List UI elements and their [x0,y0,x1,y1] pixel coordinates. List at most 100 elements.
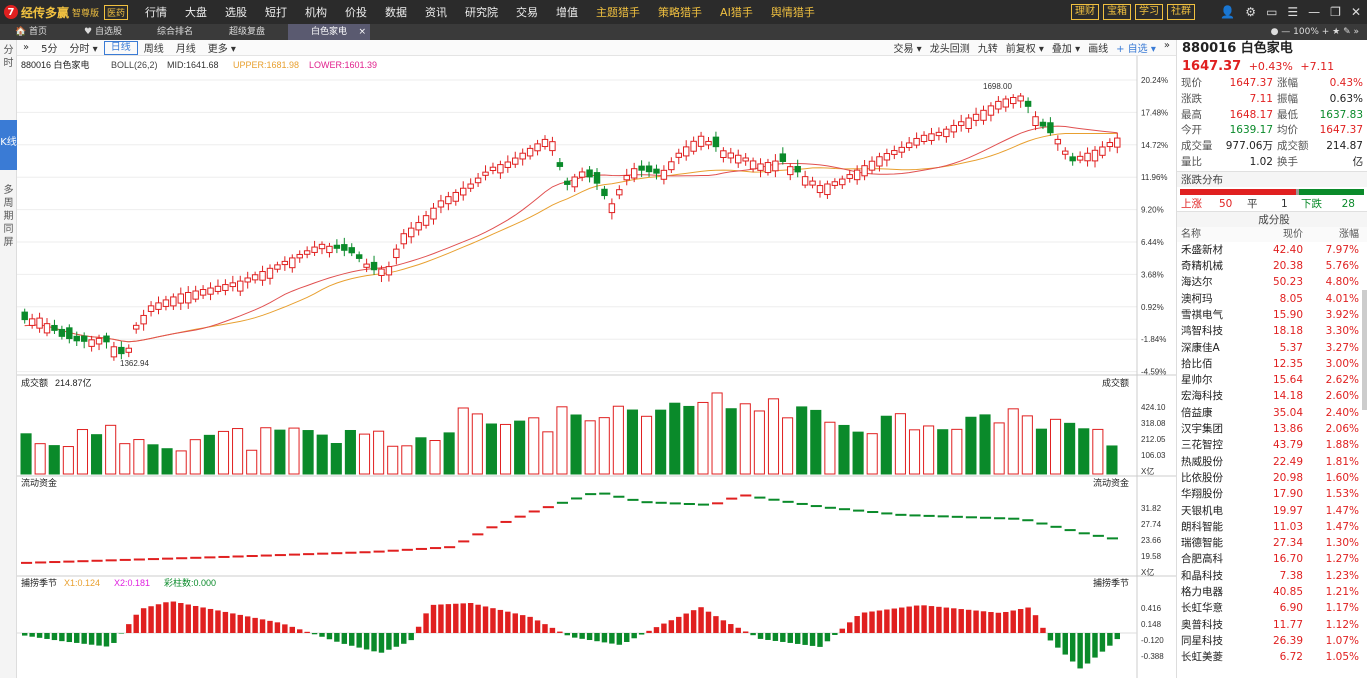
osc-bar [59,633,65,642]
chart-svg[interactable]: 880016 白色家电 BOLL(26,2) MID:1641.68 UPPER… [17,56,1176,678]
osc-bar [512,613,518,633]
zoom-control[interactable]: ● — 100% + ★ ✎ » [1270,27,1359,37]
list-item[interactable]: 长虹美菱 6.72 1.05% [1181,651,1359,664]
adjust-button[interactable]: 前复权 ▾ [1005,44,1044,55]
menu-item-11[interactable]: 主题猎手 [596,6,641,19]
menu-item-12[interactable]: 策略猎手 [658,6,703,19]
period-weekly[interactable]: 周线 [143,44,164,55]
top-button-0[interactable]: 理财 [1071,4,1099,20]
candle [653,168,660,174]
menu-item-6[interactable]: 数据 [385,6,408,19]
left-tab-kline[interactable]: K线 [0,120,17,170]
list-item[interactable]: 同星科技 26.39 1.07% [1181,634,1359,647]
list-item[interactable]: 天银机电 19.97 1.47% [1181,504,1359,517]
menu-item-14[interactable]: 舆情猎手 [770,6,815,19]
list-item[interactable]: 汉宇集团 13.86 2.06% [1181,423,1359,436]
left-tab-intraday[interactable]: 分时 [3,45,14,69]
top-button-1[interactable]: 宝箱 [1103,4,1131,20]
flow-mark [782,500,794,503]
list-item[interactable]: 格力电器 40.85 1.21% [1181,586,1359,599]
menu-icon[interactable]: ☰ [1287,5,1299,19]
menu-item-9[interactable]: 交易 [516,6,539,19]
add-watchlist-button[interactable]: + 自选 ▾ [1116,44,1156,55]
list-item[interactable]: 比依股份 20.98 1.60% [1181,471,1359,484]
list-item[interactable]: 华翔股份 17.90 1.53% [1181,488,1359,501]
restore-icon[interactable]: ❐ [1330,5,1341,19]
menu-item-1[interactable]: 大盘 [185,6,208,19]
volume-bar [76,429,89,475]
period-daily[interactable]: 日线 [103,40,138,55]
tab-close-icon[interactable]: × [358,27,366,37]
trade-button[interactable]: 交易 ▾ [893,44,922,55]
list-item[interactable]: 朗科智能 11.03 1.47% [1181,520,1359,533]
top-button-3[interactable]: 社群 [1167,4,1195,20]
list-item[interactable]: 合肥高科 16.70 1.27% [1181,553,1359,566]
period-monthly[interactable]: 月线 [175,44,196,55]
list-item[interactable]: 长虹华意 6.90 1.17% [1181,602,1359,615]
menu-item-7[interactable]: 资讯 [425,6,448,19]
list-item[interactable]: 海达尔 50.23 4.80% [1181,276,1359,289]
boll-mid-line [24,132,1118,343]
menu-item-3[interactable]: 短打 [265,6,288,19]
quote-panel: 880016 白色家电 1647.37 +0.43% +7.11 现价 1647.… [1176,40,1367,678]
list-item[interactable]: 星帅尔 15.64 2.62% [1181,374,1359,387]
candle [125,347,132,353]
list-item[interactable]: 瑞德智能 27.34 1.30% [1181,537,1359,550]
minimize-icon[interactable]: — [1308,5,1321,19]
flow-mark [881,512,893,515]
tab-white-goods[interactable]: 白色家电 × [288,24,370,40]
list-item[interactable]: 奥普科技 11.77 1.12% [1181,618,1359,631]
left-tab-multi-period[interactable]: 多周期同屏 [3,185,14,248]
menu-item-8[interactable]: 研究院 [465,6,499,19]
tab-home[interactable]: 🏠 首页 [14,27,48,37]
list-item[interactable]: 热威股份 22.49 1.81% [1181,455,1359,468]
menu-item-4[interactable]: 机构 [305,6,328,19]
overlay-button[interactable]: 叠加 ▾ [1051,44,1081,55]
tab-watchlist[interactable]: ♥ 自选股 [84,27,122,37]
period-intraday[interactable]: 分时 ▾ [69,44,98,55]
period-5min[interactable]: 5分 [41,44,58,55]
expand-icon[interactable]: » [23,42,30,53]
list-item[interactable]: 禾盛新材 42.40 7.97% [1181,243,1359,256]
candle [801,176,809,186]
gear-icon[interactable]: ⚙ [1245,5,1257,19]
tab-review[interactable]: 超级复盘 [228,27,265,37]
collapse-panel-icon[interactable]: » [1163,40,1170,51]
list-item[interactable]: 澳柯玛 8.05 4.01% [1181,292,1359,305]
top-button-2[interactable]: 学习 [1135,4,1163,20]
osc-bar [809,633,816,646]
list-item[interactable]: 三花智控 43.79 1.88% [1181,439,1359,452]
menu-item-10[interactable]: 增值 [556,6,579,19]
list-item[interactable]: 宏海科技 14.18 2.60% [1181,390,1359,403]
menu-item-5[interactable]: 价投 [345,6,368,19]
list-item[interactable]: 鸿智科技 18.18 3.30% [1181,325,1359,338]
list-item[interactable]: 拾比佰 12.35 3.00% [1181,357,1359,370]
list-item[interactable]: 和晶科技 7.38 1.23% [1181,569,1359,582]
volume-bar [796,406,808,475]
nine-turn-button[interactable]: 九转 [977,44,998,55]
volume-bar [358,433,371,475]
period-more[interactable]: 更多 ▾ [207,44,236,55]
window-icon[interactable]: ▭ [1266,5,1278,19]
app-version[interactable]: 医药 [104,4,129,20]
draw-button[interactable]: 画线 [1088,44,1109,55]
backtest-button[interactable]: 龙头回测 [929,44,970,55]
menu-item-2[interactable]: 选股 [225,6,248,19]
close-icon[interactable]: ✕ [1350,5,1361,19]
chart-area[interactable]: 880016 白色家电 BOLL(26,2) MID:1641.68 UPPER… [17,56,1176,678]
list-item[interactable]: 雪祺电气 15.90 3.92% [1181,308,1359,321]
app-logo[interactable]: 7 经传多赢 智尊版 医药 [4,4,129,21]
scrollbar[interactable] [1362,290,1367,410]
candle [407,227,415,238]
list-item[interactable]: 奇精机械 20.38 5.76% [1181,260,1359,273]
tab-ranking[interactable]: 综合排名 [156,27,193,37]
flow-mark [303,553,315,556]
osc-bar [854,616,860,633]
list-item[interactable]: 深康佳A 5.37 3.27% [1181,341,1359,354]
candle [913,137,920,146]
menu-item-0[interactable]: 行情 [145,6,168,19]
volume-bar [288,427,300,475]
person-icon[interactable]: 👤 [1220,5,1236,19]
list-item[interactable]: 倍益康 35.04 2.40% [1181,406,1359,419]
menu-item-13[interactable]: AI猎手 [720,6,753,19]
